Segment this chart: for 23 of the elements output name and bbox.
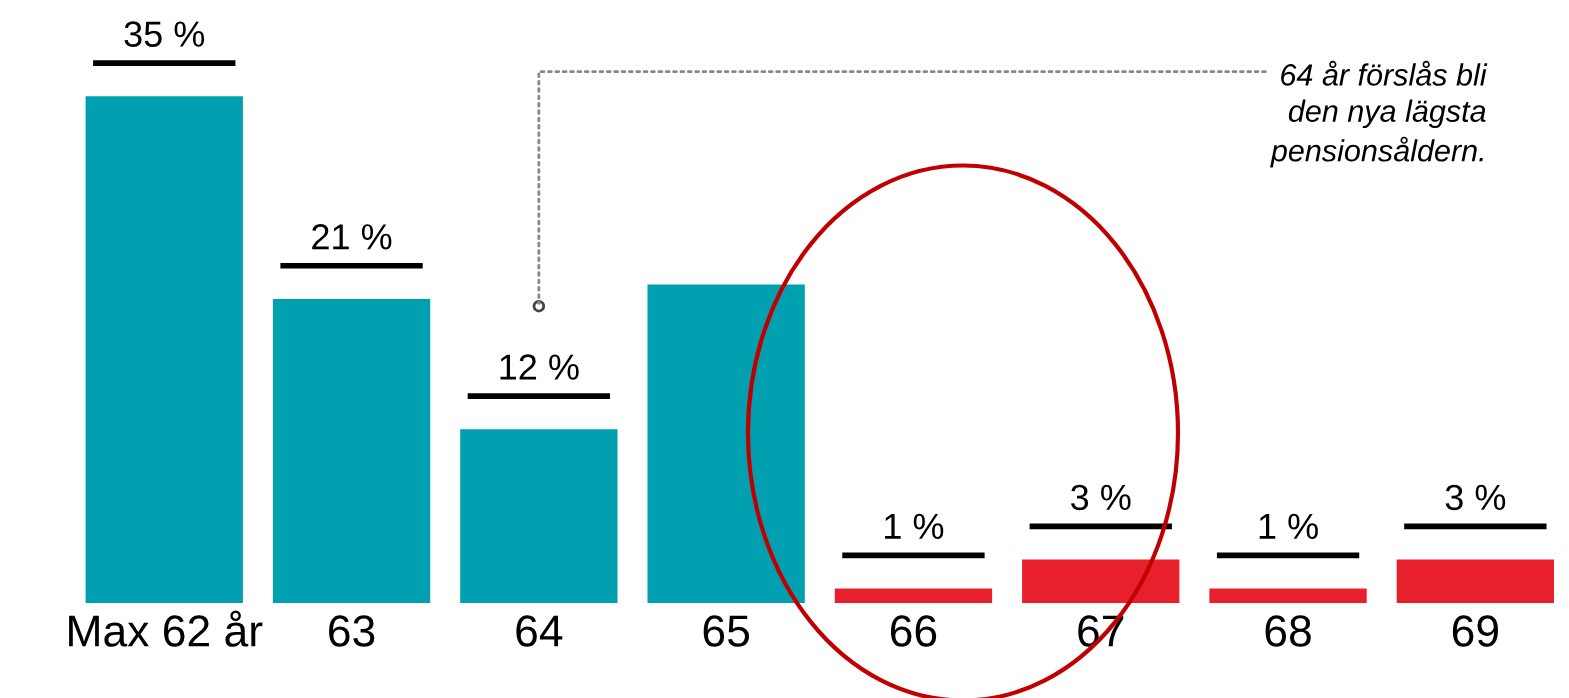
bar xyxy=(85,96,243,603)
x-tick-label: 68 xyxy=(1265,615,1311,647)
data-label: 21 % xyxy=(312,224,392,250)
bar xyxy=(272,298,431,603)
bar xyxy=(1396,559,1555,603)
data-label: 3 % xyxy=(1071,484,1131,511)
data-label: 1 % xyxy=(1259,513,1318,540)
annotation: 64 år förslås bli den nya lägsta pensionsåldern. xyxy=(1270,60,1488,168)
data-label: 12 % xyxy=(500,354,579,380)
data-label: 35 % xyxy=(124,21,205,47)
data-label: 1 % xyxy=(885,513,944,540)
bar xyxy=(647,284,805,603)
x-tick-label: 65 xyxy=(703,615,750,647)
bar xyxy=(460,429,618,603)
bar xyxy=(834,588,993,603)
x-tick-label: 64 xyxy=(516,615,563,647)
x-tick-label: 66 xyxy=(890,615,937,647)
x-tick-label: 63 xyxy=(329,615,375,647)
x-tick-label: 69 xyxy=(1452,615,1498,647)
bar xyxy=(1022,559,1180,603)
bar xyxy=(1209,588,1367,603)
x-tick-label: Max 62 år xyxy=(69,610,263,647)
data-label: 3 % xyxy=(1445,484,1506,511)
